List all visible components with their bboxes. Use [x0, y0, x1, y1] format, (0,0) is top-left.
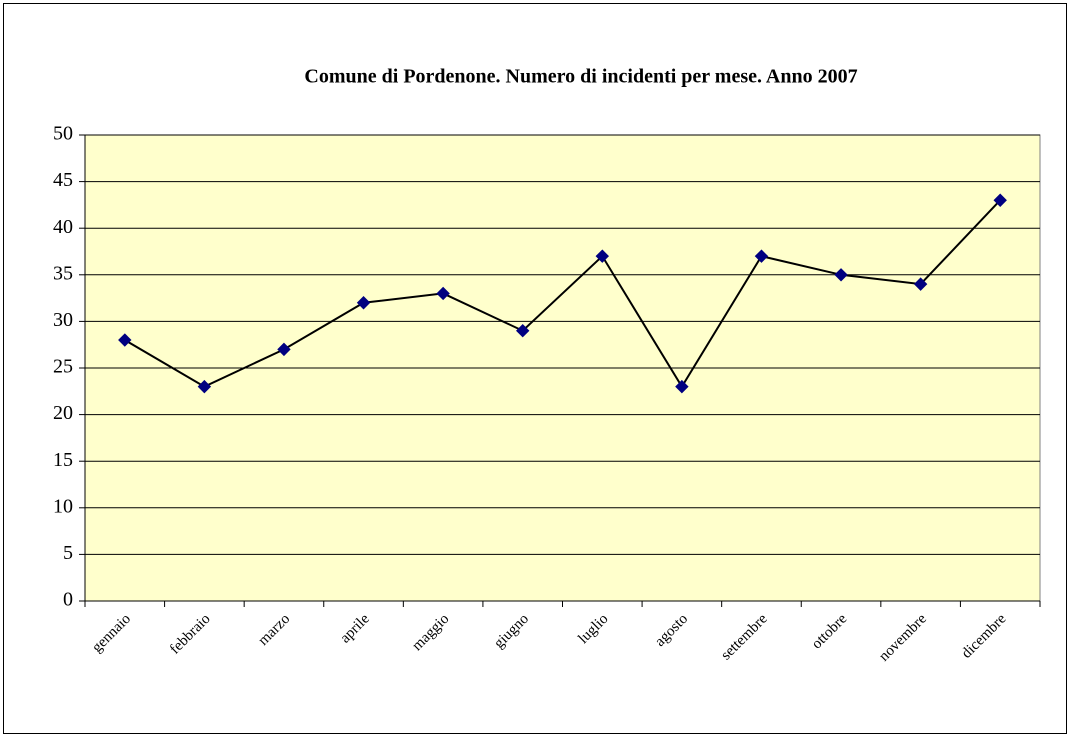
- y-tick-label: 10: [53, 495, 73, 517]
- marker: [118, 333, 132, 347]
- marker: [356, 296, 371, 310]
- y-tick-label: 40: [53, 216, 73, 238]
- marker: [675, 379, 689, 394]
- y-tick-label: 5: [63, 542, 73, 564]
- y-tick-label: 0: [63, 589, 73, 611]
- marker: [277, 342, 291, 357]
- marker: [754, 249, 769, 263]
- y-tick-label: 30: [53, 309, 73, 331]
- marker: [993, 193, 1007, 207]
- y-tick-label: 20: [53, 402, 73, 424]
- y-tick-label: 50: [53, 123, 73, 145]
- marker: [197, 379, 212, 394]
- marker: [913, 277, 928, 291]
- marker: [834, 268, 848, 282]
- marker: [436, 286, 450, 301]
- y-tick-label: 25: [53, 356, 73, 378]
- marker: [595, 249, 609, 263]
- line: [124, 199, 1001, 389]
- marker: [516, 324, 530, 338]
- y-tick-label: 15: [53, 449, 73, 471]
- y-tick-label: 45: [53, 169, 73, 191]
- y-tick-label: 35: [53, 262, 73, 284]
- chart-title: Comune di Pordenone. Numero di incidenti…: [304, 66, 857, 88]
